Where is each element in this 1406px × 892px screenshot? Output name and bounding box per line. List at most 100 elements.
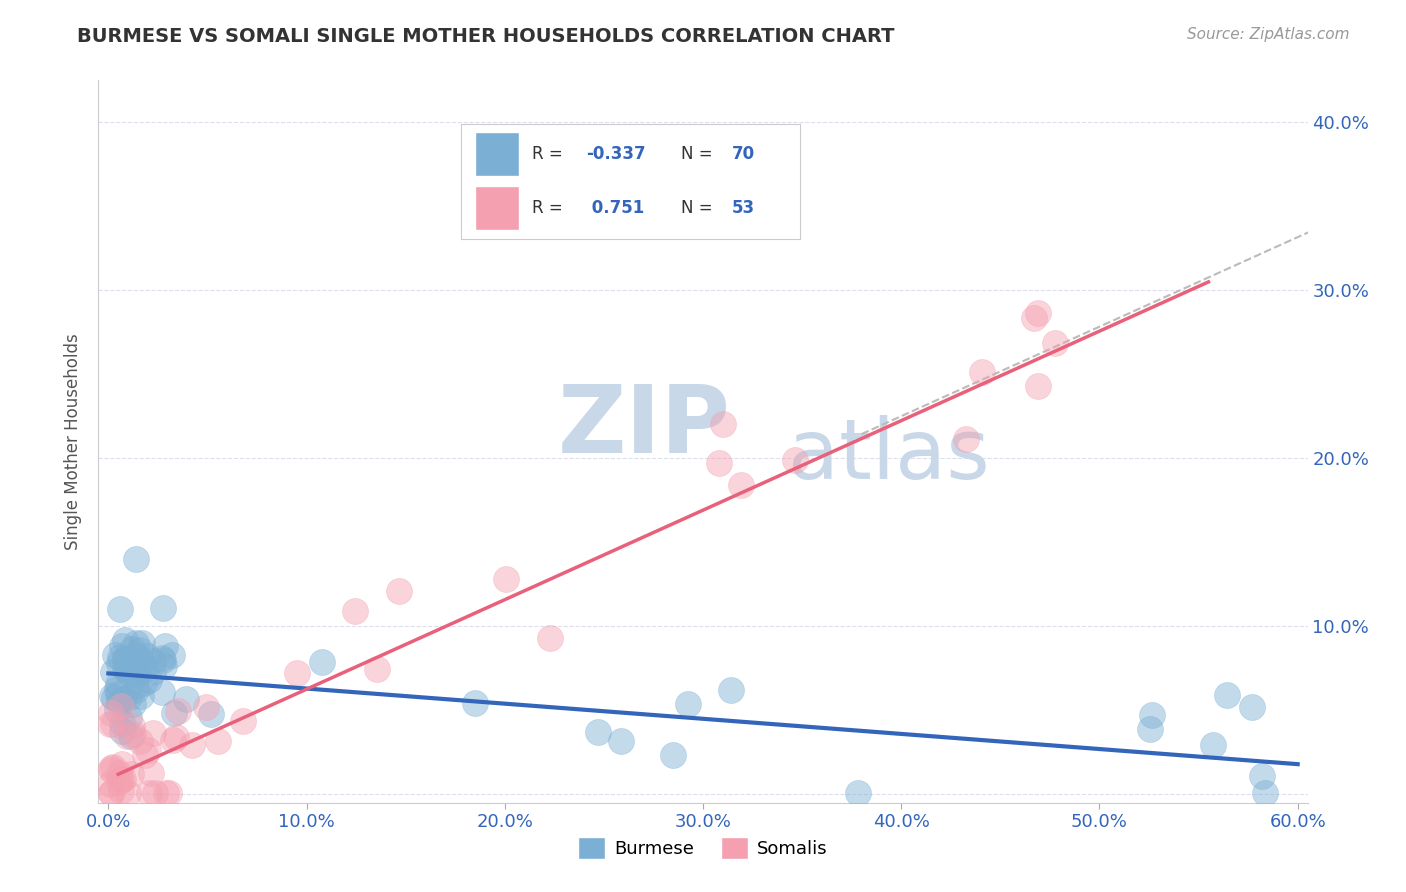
Point [121, 727, 143, 741]
Point [1026, 306, 1049, 320]
Point [100, 786, 122, 800]
Point [848, 786, 870, 800]
Point [100, 706, 122, 720]
Point [311, 655, 333, 669]
Point [105, 703, 128, 717]
Point [103, 717, 125, 731]
Point [103, 760, 125, 774]
Point [495, 572, 517, 586]
Point [103, 665, 125, 679]
Point [972, 365, 994, 379]
Point [108, 765, 131, 780]
Point [1215, 688, 1237, 702]
Point [125, 636, 148, 650]
Point [129, 733, 152, 747]
Point [366, 662, 388, 676]
Point [117, 786, 139, 800]
Point [167, 704, 190, 718]
Point [112, 691, 135, 706]
Point [125, 667, 148, 681]
Point [195, 700, 218, 714]
Point [129, 689, 152, 703]
Point [131, 654, 153, 668]
Point [118, 709, 141, 723]
Point [1253, 786, 1275, 800]
Point [100, 786, 122, 800]
Point [114, 633, 136, 648]
Point [111, 757, 134, 772]
Point [108, 650, 131, 665]
Point [104, 648, 127, 662]
Point [120, 730, 142, 744]
Point [111, 716, 134, 731]
Point [132, 664, 155, 678]
Point [709, 456, 731, 470]
Point [153, 639, 176, 653]
Point [98, 777, 121, 791]
Point [676, 698, 699, 712]
Point [1043, 336, 1066, 351]
Point [121, 642, 143, 657]
Point [136, 648, 159, 663]
Point [343, 604, 366, 618]
Point [162, 648, 184, 663]
Point [107, 775, 129, 789]
Point [1139, 723, 1161, 737]
Point [142, 654, 165, 668]
Point [200, 706, 222, 721]
Point [131, 636, 153, 650]
Point [120, 766, 142, 780]
Point [142, 726, 165, 740]
Point [730, 478, 752, 492]
Point [100, 761, 122, 775]
Point [125, 648, 148, 662]
Point [163, 706, 186, 720]
Point [785, 453, 807, 467]
Point [1202, 739, 1225, 753]
Point [287, 666, 309, 681]
Point [152, 600, 174, 615]
Point [134, 747, 156, 762]
Point [129, 642, 152, 657]
Point [162, 733, 184, 747]
Point [114, 661, 136, 675]
Point [174, 692, 197, 706]
Point [110, 784, 132, 798]
Point [1022, 311, 1045, 326]
Point [136, 742, 159, 756]
Point [609, 733, 631, 747]
Point [153, 659, 176, 673]
Text: atlas: atlas [787, 416, 990, 497]
Point [111, 772, 134, 787]
Point [143, 786, 166, 800]
Point [125, 682, 148, 697]
Point [157, 786, 180, 800]
Point [142, 665, 165, 680]
Point [138, 673, 160, 687]
Point [114, 663, 136, 677]
Point [107, 676, 129, 690]
Point [150, 685, 173, 699]
Point [114, 652, 136, 666]
Point [662, 747, 685, 762]
Point [108, 602, 131, 616]
Point [115, 730, 138, 744]
Point [114, 652, 136, 666]
Point [1250, 769, 1272, 783]
Point [1026, 379, 1049, 393]
Point [110, 772, 132, 786]
Point [124, 666, 146, 681]
Point [232, 714, 254, 728]
Point [107, 687, 129, 701]
Point [388, 583, 411, 598]
Point [1140, 707, 1163, 722]
Point [98, 717, 121, 731]
Text: BURMESE VS SOMALI SINGLE MOTHER HOUSEHOLDS CORRELATION CHART: BURMESE VS SOMALI SINGLE MOTHER HOUSEHOL… [77, 27, 894, 45]
Point [129, 654, 152, 668]
Point [101, 689, 124, 703]
Point [955, 432, 977, 446]
Point [100, 763, 122, 777]
Point [1240, 700, 1263, 714]
Point [118, 690, 141, 704]
Point [720, 682, 742, 697]
